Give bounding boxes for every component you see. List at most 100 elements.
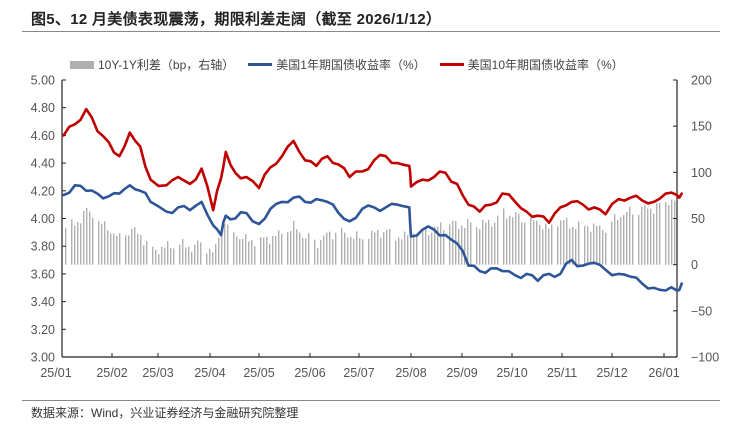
- spread-bar: [362, 239, 364, 265]
- spread-bar: [182, 239, 184, 265]
- spread-bar: [89, 211, 91, 265]
- spread-bar: [425, 229, 427, 265]
- spread-bar: [332, 239, 334, 265]
- spread-bar: [536, 220, 538, 265]
- spread-bar: [434, 226, 436, 265]
- data-source: 数据来源：Wind，兴业证券经济与金融研究院整理: [31, 406, 299, 420]
- legend-swatch-10y: [439, 63, 464, 66]
- spread-bar: [101, 224, 103, 265]
- x-tick-label: 25/12: [596, 366, 627, 380]
- spread-bar: [266, 236, 268, 265]
- spread-bar: [74, 225, 76, 265]
- spread-bar: [389, 229, 391, 265]
- spread-bar: [227, 224, 229, 265]
- spread-bar: [242, 238, 244, 265]
- legend-label-spread: 10Y-1Y利差（bp，右轴）: [98, 58, 235, 72]
- spread-bar: [188, 246, 190, 265]
- spread-bar: [509, 215, 511, 265]
- spread-bar: [206, 253, 208, 265]
- spread-bar: [557, 226, 559, 265]
- spread-bar: [80, 223, 82, 265]
- footer-divider: [22, 400, 720, 401]
- spread-bar: [482, 219, 484, 265]
- spread-bar: [476, 227, 478, 265]
- chart-title: 图5、12 月美债表现震荡，期限利差走阔（截至 2026/1/12）: [31, 11, 442, 28]
- spread-bar: [614, 214, 616, 265]
- spread-bar: [314, 239, 316, 265]
- spread-bar: [518, 213, 520, 265]
- spread-bar: [575, 228, 577, 265]
- legend-label-10y: 美国10年期国债收益率（%）: [467, 58, 624, 72]
- spread-bar: [107, 230, 109, 265]
- spread-bar: [584, 225, 586, 265]
- x-tick-label: 26/01: [648, 366, 679, 380]
- spread-bar: [260, 237, 262, 265]
- spread-bar: [437, 226, 439, 265]
- spread-bar: [653, 213, 655, 265]
- spread-bar: [92, 217, 94, 265]
- spread-bar: [212, 252, 214, 265]
- spread-bar: [317, 247, 319, 265]
- spread-bar: [506, 218, 508, 265]
- spread-bar: [305, 238, 307, 265]
- spread-bar: [605, 232, 607, 265]
- spread-bar: [413, 233, 415, 265]
- spread-bar: [218, 237, 220, 265]
- spread-bar: [209, 248, 211, 265]
- spread-bar: [485, 222, 487, 265]
- spread-bar: [560, 220, 562, 265]
- spread-bar: [515, 212, 517, 265]
- spread-bar: [185, 247, 187, 265]
- spread-bar: [233, 232, 235, 265]
- spread-bar: [548, 228, 550, 265]
- chart-legend: 10Y-1Y利差（bp，右轴） 美国1年期国债收益率（%） 美国10年期国债收益…: [70, 56, 638, 73]
- left-tick-label: 3.00: [31, 351, 55, 365]
- spread-bar: [443, 230, 445, 265]
- spread-bar: [632, 214, 634, 265]
- spread-bar: [308, 233, 310, 265]
- x-tick-label: 25/09: [446, 366, 477, 380]
- spread-bar: [125, 235, 127, 265]
- spread-bar: [545, 223, 547, 265]
- spread-bar: [299, 232, 301, 265]
- x-tick-label: 25/06: [294, 366, 325, 380]
- spread-bar: [641, 206, 643, 265]
- legend-item-spread: 10Y-1Y利差（bp，右轴）: [70, 56, 234, 73]
- spread-bar: [221, 232, 223, 265]
- spread-bar: [410, 236, 412, 265]
- spread-bar: [320, 240, 322, 265]
- spread-bar: [551, 224, 553, 265]
- spread-bar: [131, 228, 133, 265]
- legend-swatch-spread: [70, 60, 94, 69]
- spread-bar: [344, 232, 346, 265]
- spread-bar: [161, 246, 163, 265]
- spread-bar: [602, 229, 604, 265]
- spread-bar: [104, 221, 106, 265]
- spread-bar: [293, 220, 295, 265]
- spread-bar: [440, 222, 442, 265]
- spread-bar: [239, 239, 241, 265]
- left-tick-label: 4.00: [31, 212, 55, 226]
- x-tick-label: 25/03: [142, 366, 173, 380]
- spread-bar: [170, 248, 172, 265]
- spread-bar: [335, 232, 337, 265]
- spread-bar: [644, 205, 646, 265]
- x-tick-label: 25/04: [194, 366, 225, 380]
- spread-bar: [599, 225, 601, 265]
- spread-bar: [620, 217, 622, 265]
- spread-bar: [494, 222, 496, 265]
- spread-bar: [578, 221, 580, 265]
- left-tick-label: 3.60: [31, 267, 55, 281]
- spread-bar: [164, 247, 166, 265]
- spread-bar: [668, 205, 670, 265]
- spread-bar: [407, 235, 409, 265]
- spread-bar: [539, 224, 541, 265]
- spread-bar: [659, 202, 661, 265]
- spread-bar: [428, 235, 430, 265]
- spread-bar: [569, 228, 571, 265]
- spread-bar: [572, 226, 574, 265]
- spread-bar: [626, 211, 628, 265]
- spread-bar: [368, 238, 370, 265]
- spread-bar: [374, 232, 376, 265]
- spread-bar: [83, 210, 85, 265]
